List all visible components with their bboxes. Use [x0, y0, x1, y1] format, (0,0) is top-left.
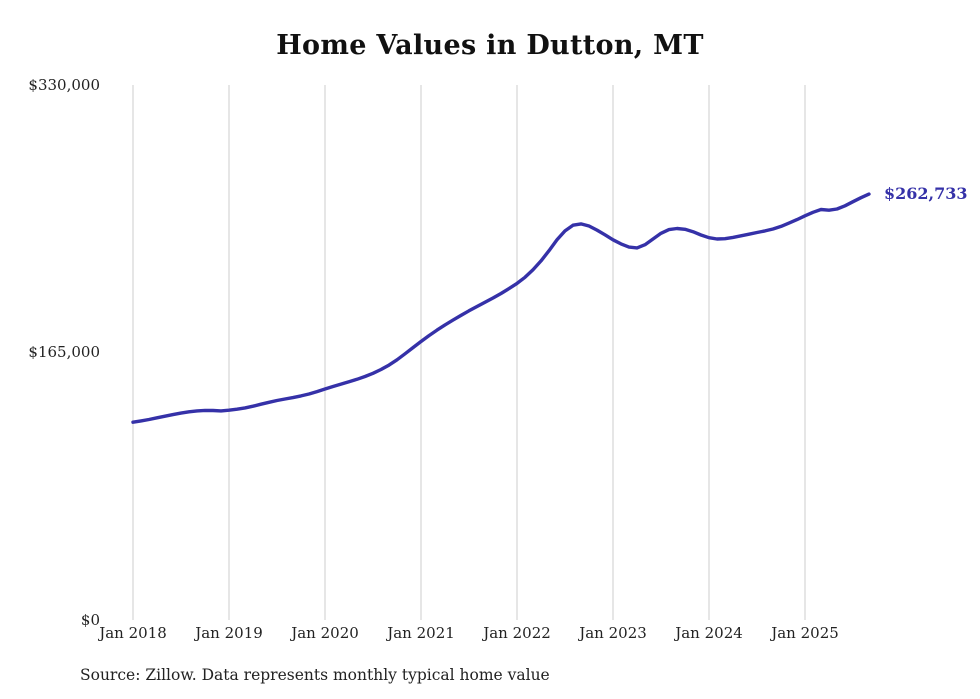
y-tick-label-0: $0 [80, 611, 100, 629]
x-tick-label: Jan 2019 [195, 624, 263, 642]
y-tick-label-330000: $330,000 [28, 76, 100, 94]
latest-value-label: $262,733 [884, 184, 968, 203]
x-tick-label: Jan 2020 [291, 624, 359, 642]
x-tick-label: Jan 2024 [675, 624, 743, 642]
x-tick-label: Jan 2023 [579, 624, 647, 642]
x-tick-label: Jan 2018 [99, 624, 167, 642]
x-tick-label: Jan 2021 [387, 624, 455, 642]
x-tick-label: Jan 2025 [771, 624, 839, 642]
x-tick-label: Jan 2022 [483, 624, 551, 642]
y-tick-label-165000: $165,000 [28, 343, 100, 361]
x-axis: Jan 2018 Jan 2019 Jan 2020 Jan 2021 Jan 2022… [0, 624, 980, 644]
source-note: Source: Zillow. Data represents monthly … [80, 666, 550, 684]
home-value-line [131, 192, 871, 424]
chart-title: Home Values in Dutton, MT [276, 30, 704, 61]
